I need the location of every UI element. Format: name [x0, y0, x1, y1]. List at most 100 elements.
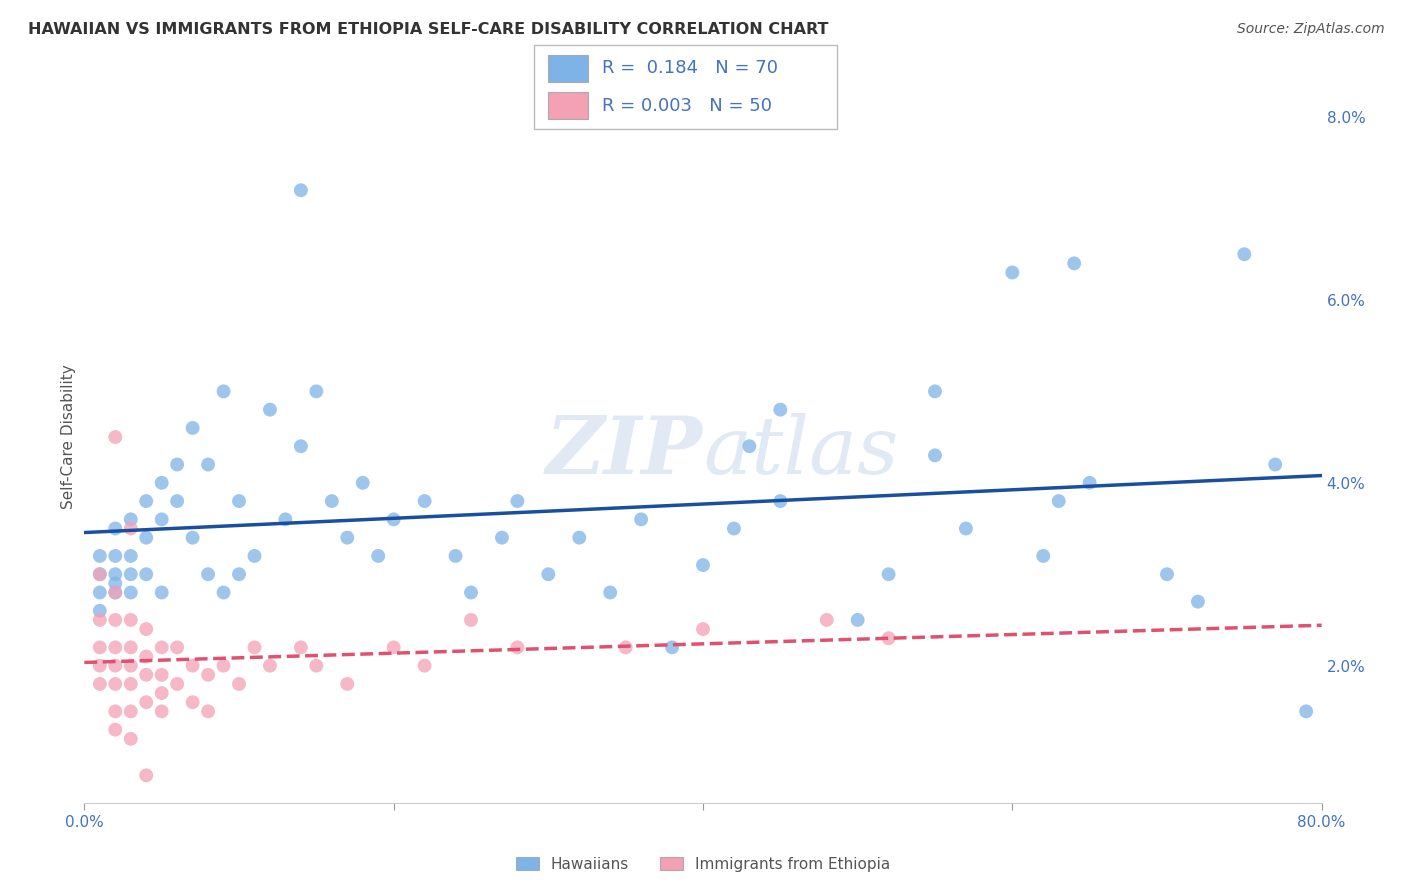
- Point: [769, 402, 792, 417]
- Legend: Hawaiians, Immigrants from Ethiopia: Hawaiians, Immigrants from Ethiopia: [508, 849, 898, 880]
- Point: [104, 549, 127, 563]
- Point: [181, 658, 204, 673]
- Point: [1001, 266, 1024, 280]
- Point: [815, 613, 838, 627]
- Point: [877, 632, 900, 646]
- Point: [382, 512, 405, 526]
- Point: [259, 402, 281, 417]
- Point: [120, 585, 142, 599]
- Point: [150, 686, 173, 700]
- Point: [181, 531, 204, 545]
- Point: [120, 567, 142, 582]
- Point: [1295, 705, 1317, 719]
- Point: [506, 640, 529, 655]
- Point: [135, 667, 157, 682]
- Point: [290, 439, 312, 453]
- Point: [955, 521, 977, 535]
- Point: [89, 604, 111, 618]
- Point: [181, 695, 204, 709]
- Point: [120, 705, 142, 719]
- Point: [104, 430, 127, 444]
- Point: [460, 613, 482, 627]
- Point: [120, 512, 142, 526]
- Point: [290, 183, 312, 197]
- Point: [197, 458, 219, 472]
- Point: [352, 475, 374, 490]
- Point: [212, 384, 235, 399]
- Point: [135, 567, 157, 582]
- Point: [166, 494, 188, 508]
- Point: [135, 494, 157, 508]
- Point: [104, 705, 127, 719]
- Point: [104, 640, 127, 655]
- Point: [924, 449, 946, 463]
- Point: [846, 613, 869, 627]
- Point: [661, 640, 683, 655]
- Point: [769, 494, 792, 508]
- Point: [692, 558, 714, 573]
- Point: [104, 585, 127, 599]
- Point: [89, 585, 111, 599]
- Y-axis label: Self-Care Disability: Self-Care Disability: [60, 365, 76, 509]
- Point: [89, 677, 111, 691]
- Point: [89, 640, 111, 655]
- Point: [1032, 549, 1054, 563]
- Text: HAWAIIAN VS IMMIGRANTS FROM ETHIOPIA SELF-CARE DISABILITY CORRELATION CHART: HAWAIIAN VS IMMIGRANTS FROM ETHIOPIA SEL…: [28, 22, 828, 37]
- Point: [413, 658, 436, 673]
- Point: [197, 705, 219, 719]
- Point: [491, 531, 513, 545]
- Point: [150, 640, 173, 655]
- Point: [120, 613, 142, 627]
- Point: [89, 613, 111, 627]
- Point: [135, 531, 157, 545]
- Point: [150, 705, 173, 719]
- Point: [1047, 494, 1070, 508]
- Point: [104, 576, 127, 591]
- Point: [1156, 567, 1178, 582]
- Text: ZIP: ZIP: [546, 413, 703, 491]
- Point: [181, 421, 204, 435]
- Point: [243, 549, 266, 563]
- Point: [166, 677, 188, 691]
- Point: [135, 649, 157, 664]
- Point: [1063, 256, 1085, 270]
- Point: [89, 658, 111, 673]
- Point: [630, 512, 652, 526]
- Text: Source: ZipAtlas.com: Source: ZipAtlas.com: [1237, 22, 1385, 37]
- Point: [228, 567, 250, 582]
- Point: [104, 521, 127, 535]
- Point: [212, 658, 235, 673]
- Point: [692, 622, 714, 636]
- Point: [120, 731, 142, 746]
- Point: [104, 658, 127, 673]
- Point: [89, 567, 111, 582]
- Point: [305, 658, 328, 673]
- Point: [104, 567, 127, 582]
- Point: [135, 695, 157, 709]
- Point: [150, 512, 173, 526]
- Point: [104, 613, 127, 627]
- Point: [197, 567, 219, 582]
- Point: [336, 677, 359, 691]
- Point: [197, 667, 219, 682]
- Point: [150, 475, 173, 490]
- Point: [877, 567, 900, 582]
- Point: [1078, 475, 1101, 490]
- Point: [568, 531, 591, 545]
- Point: [305, 384, 328, 399]
- Point: [367, 549, 389, 563]
- Point: [166, 640, 188, 655]
- Point: [274, 512, 297, 526]
- Point: [166, 458, 188, 472]
- Point: [444, 549, 467, 563]
- Point: [259, 658, 281, 673]
- Point: [150, 667, 173, 682]
- Point: [135, 768, 157, 782]
- Point: [104, 723, 127, 737]
- Point: [104, 677, 127, 691]
- Text: R =  0.184   N = 70: R = 0.184 N = 70: [602, 60, 778, 78]
- Point: [1187, 595, 1209, 609]
- Point: [599, 585, 621, 599]
- Point: [120, 549, 142, 563]
- Point: [228, 494, 250, 508]
